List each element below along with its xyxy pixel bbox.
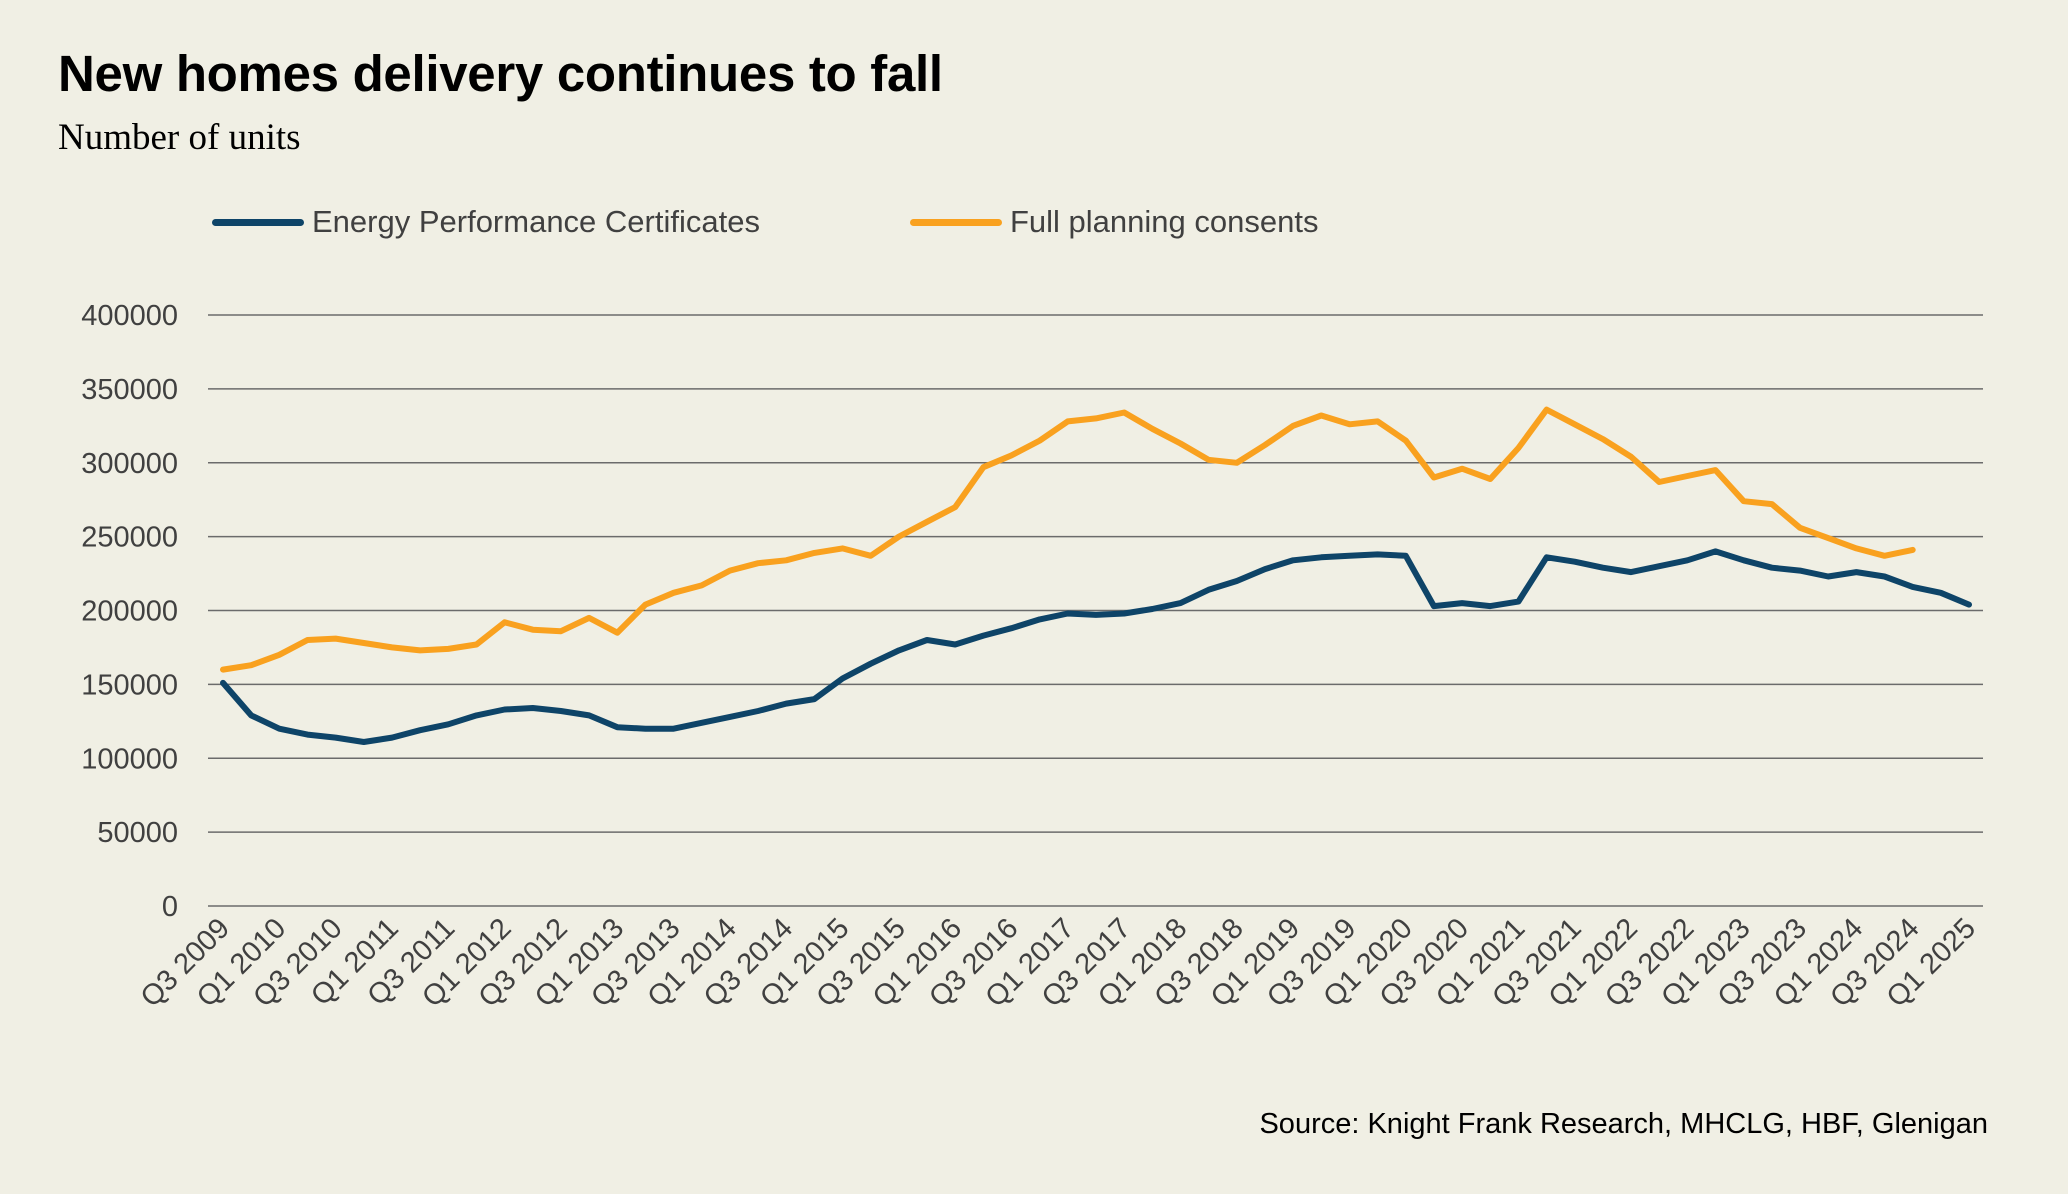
source-note: Source: Knight Frank Research, MHCLG, HB… <box>1259 1108 1988 1140</box>
y-axis-ticks: 0 50000 100000 150000 200000 250000 300000 3500… <box>81 300 178 923</box>
y-tick-label: 350000 <box>81 374 178 406</box>
legend: Energy Performance Certificates Full pla… <box>212 204 1468 240</box>
legend-swatch-planning <box>909 218 1002 226</box>
series-line-epc <box>220 548 1972 745</box>
series-lines <box>220 406 1972 745</box>
legend-swatch-epc <box>212 218 304 226</box>
y-tick-label: 200000 <box>81 596 178 628</box>
y-tick-label: 150000 <box>81 669 178 701</box>
series-line-planning <box>220 406 1916 673</box>
y-tick-label: 100000 <box>81 743 178 775</box>
y-tick-label: 250000 <box>81 522 178 554</box>
y-tick-label: 50000 <box>97 817 178 849</box>
chart-subtitle: Number of units <box>58 117 301 158</box>
y-tick-label: 300000 <box>81 448 178 480</box>
legend-item-planning: Full planning consents <box>909 204 1319 240</box>
legend-label-planning: Full planning consents <box>1009 204 1319 239</box>
chart-title: New homes delivery continues to fall <box>58 45 943 102</box>
legend-label-epc: Energy Performance Certificates <box>312 204 760 239</box>
y-tick-label: 0 <box>162 891 178 923</box>
gridlines <box>208 314 1983 907</box>
legend-item-epc: Energy Performance Certificates <box>212 204 760 240</box>
y-tick-label: 400000 <box>81 300 178 332</box>
